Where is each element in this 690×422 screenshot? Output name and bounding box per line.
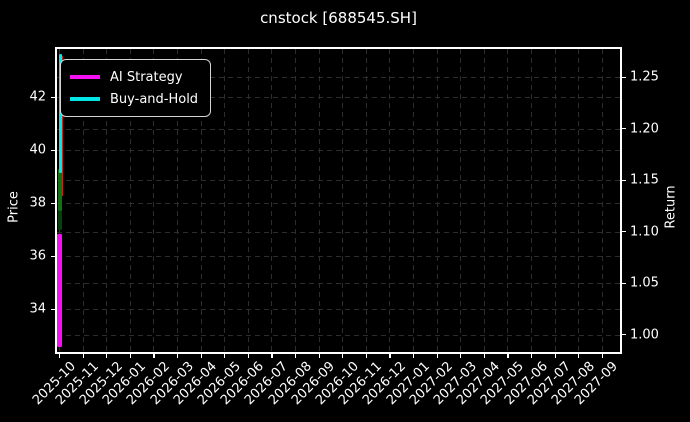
gridline-horizontal bbox=[57, 203, 620, 204]
x-tick-mark bbox=[318, 354, 320, 358]
gridline-vertical bbox=[247, 49, 249, 352]
x-tick-mark bbox=[413, 354, 415, 358]
right-tick-mark bbox=[622, 128, 626, 130]
gridline-vertical bbox=[389, 49, 391, 352]
x-tick-mark bbox=[601, 354, 603, 358]
gridline-horizontal bbox=[57, 128, 620, 130]
x-tick-mark bbox=[200, 354, 202, 358]
gridline-vertical bbox=[413, 49, 414, 352]
series-candle-wick bbox=[61, 55, 63, 197]
gridline-vertical bbox=[200, 49, 202, 352]
gridline-horizontal bbox=[57, 309, 620, 310]
right-tick-mark bbox=[622, 231, 626, 233]
right-tick-label: 1.15 bbox=[630, 172, 659, 188]
left-tick-mark bbox=[51, 202, 55, 204]
left-tick-label: 36 bbox=[29, 248, 46, 264]
gridline-vertical bbox=[106, 49, 108, 352]
buy-and-hold-line-swatch bbox=[70, 97, 100, 101]
x-tick-mark bbox=[389, 354, 391, 358]
gridline-vertical bbox=[271, 49, 273, 352]
legend-item-buy-and-hold: Buy-and-Hold bbox=[70, 88, 198, 110]
x-tick-mark bbox=[106, 354, 108, 358]
series-up-candles bbox=[57, 169, 62, 212]
legend-label: Buy-and-Hold bbox=[110, 91, 199, 107]
chart-title: cnstock [688545.SH] bbox=[260, 9, 417, 27]
x-tick-mark bbox=[177, 354, 179, 358]
x-tick-mark bbox=[365, 354, 367, 358]
x-tick-mark bbox=[153, 354, 155, 358]
series-ai-strategy-line bbox=[57, 233, 62, 347]
x-tick-mark bbox=[554, 354, 556, 358]
x-tick-mark bbox=[578, 354, 580, 358]
plot-canvas: AI Strategy Buy-and-Hold bbox=[57, 49, 620, 352]
gridline-vertical bbox=[554, 49, 556, 352]
gridline-horizontal bbox=[57, 334, 620, 336]
gridline-horizontal bbox=[57, 97, 620, 98]
x-tick-mark bbox=[436, 354, 438, 358]
x-tick-mark bbox=[460, 354, 462, 358]
left-tick-mark bbox=[51, 308, 55, 310]
x-tick-mark bbox=[531, 354, 533, 358]
gridline-horizontal bbox=[57, 150, 620, 151]
gridline-vertical bbox=[460, 49, 462, 352]
x-tick-mark bbox=[483, 354, 485, 358]
gridline-vertical bbox=[578, 49, 580, 352]
gridline-vertical bbox=[153, 49, 155, 352]
right-tick-label: 1.05 bbox=[630, 275, 659, 291]
x-tick-mark bbox=[271, 354, 273, 358]
x-tick-mark bbox=[295, 354, 297, 358]
gridline-vertical bbox=[129, 49, 131, 352]
ai-strategy-line-swatch bbox=[70, 75, 100, 79]
gridline-horizontal bbox=[57, 283, 620, 284]
left-tick-label: 42 bbox=[29, 89, 46, 105]
gridline-vertical bbox=[436, 49, 438, 352]
left-tick-label: 38 bbox=[29, 195, 46, 211]
legend-item-ai-strategy: AI Strategy bbox=[70, 66, 198, 88]
gridline-vertical bbox=[531, 49, 532, 352]
x-tick-mark bbox=[129, 354, 131, 358]
gridline-vertical bbox=[177, 49, 178, 352]
x-tick-mark bbox=[247, 354, 249, 358]
right-tick-label: 1.10 bbox=[630, 224, 659, 239]
left-tick-label: 40 bbox=[29, 142, 46, 158]
x-tick-mark bbox=[224, 354, 226, 358]
x-tick-mark bbox=[59, 354, 61, 358]
gridline-vertical bbox=[82, 49, 84, 352]
gridline-vertical bbox=[224, 49, 226, 352]
right-axis-title: Return bbox=[663, 185, 679, 229]
right-tick-mark bbox=[622, 179, 626, 181]
right-tick-mark bbox=[622, 334, 626, 336]
gridline-vertical bbox=[507, 49, 509, 352]
gridline-horizontal bbox=[57, 180, 620, 181]
gridline-horizontal bbox=[57, 231, 620, 233]
gridline-vertical bbox=[483, 49, 485, 352]
gridline-horizontal bbox=[57, 77, 620, 78]
legend: AI Strategy Buy-and-Hold bbox=[60, 59, 212, 117]
right-tick-label: 1.20 bbox=[630, 121, 659, 136]
plot-area: AI Strategy Buy-and-Hold bbox=[55, 47, 622, 354]
gridline-vertical bbox=[295, 49, 296, 352]
x-tick-mark bbox=[507, 354, 509, 358]
legend-label: AI Strategy bbox=[110, 69, 183, 85]
right-tick-mark bbox=[622, 282, 626, 284]
gridline-vertical bbox=[318, 49, 320, 352]
x-tick-mark bbox=[82, 354, 84, 358]
series-up-candles-dark bbox=[58, 211, 62, 231]
gridline-vertical bbox=[601, 49, 603, 352]
left-tick-mark bbox=[51, 149, 55, 151]
gridline-horizontal bbox=[57, 256, 620, 257]
right-tick-mark bbox=[622, 76, 626, 78]
gridline-vertical bbox=[365, 49, 367, 352]
gridline-vertical bbox=[342, 49, 344, 352]
left-tick-mark bbox=[51, 255, 55, 257]
right-tick-label: 1.00 bbox=[630, 327, 659, 342]
left-tick-mark bbox=[51, 96, 55, 98]
right-tick-label: 1.25 bbox=[630, 69, 659, 85]
x-tick-mark bbox=[342, 354, 344, 358]
left-tick-label: 34 bbox=[29, 301, 46, 317]
